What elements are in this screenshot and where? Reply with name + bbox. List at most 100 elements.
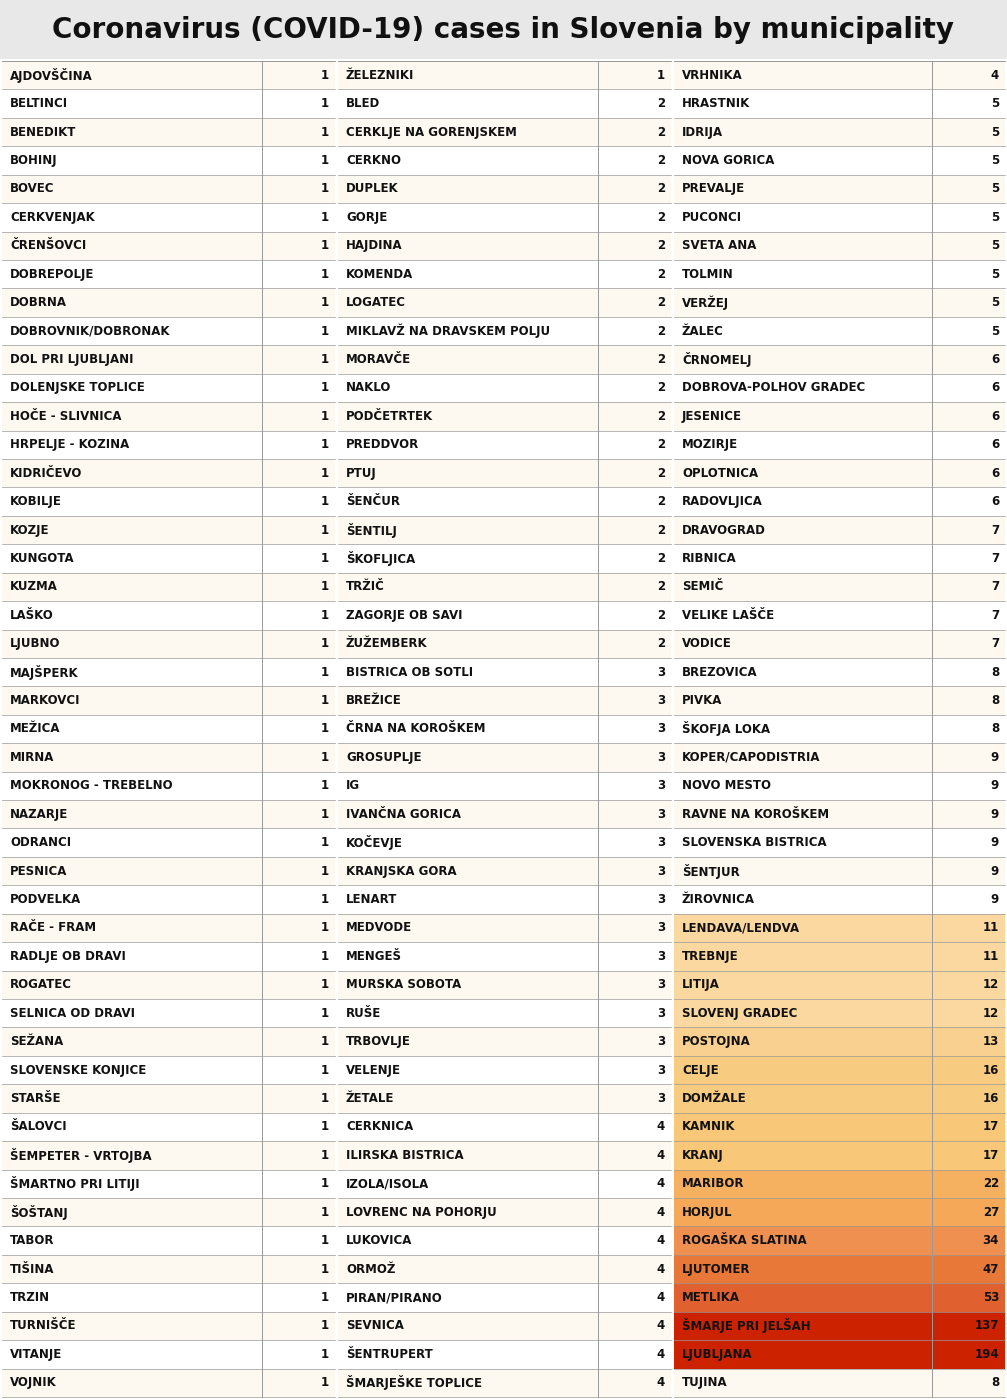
Text: 1: 1: [321, 126, 329, 139]
Text: 1: 1: [321, 779, 329, 792]
Bar: [674, 1283, 1005, 1312]
Text: 1: 1: [321, 581, 329, 593]
Bar: [338, 658, 671, 687]
Text: CERKLJE NA GORENJSKEM: CERKLJE NA GORENJSKEM: [346, 126, 517, 139]
Text: 13: 13: [983, 1035, 999, 1048]
Text: 3: 3: [657, 722, 665, 736]
Bar: [2, 90, 335, 118]
Text: ŠENTJUR: ŠENTJUR: [682, 863, 740, 879]
Text: NOVO MESTO: NOVO MESTO: [682, 779, 771, 792]
Text: TRBOVLJE: TRBOVLJE: [346, 1035, 411, 1048]
Bar: [338, 687, 671, 715]
Text: 6: 6: [991, 495, 999, 508]
Text: 2: 2: [657, 211, 665, 224]
Text: TABOR: TABOR: [10, 1234, 54, 1247]
Text: KOPER/CAPODISTRIA: KOPER/CAPODISTRIA: [682, 751, 821, 764]
Bar: [674, 602, 1005, 630]
Text: MEŽICA: MEŽICA: [10, 722, 60, 736]
Bar: [338, 544, 671, 572]
Text: 8: 8: [991, 666, 999, 679]
Text: 3: 3: [657, 1007, 665, 1020]
Text: PODČETRTEK: PODČETRTEK: [346, 410, 433, 422]
Bar: [2, 316, 335, 346]
Bar: [2, 828, 335, 858]
Text: 3: 3: [657, 893, 665, 907]
Text: ŠKOFJA LOKA: ŠKOFJA LOKA: [682, 722, 770, 736]
Text: RADLJE OB DRAVI: RADLJE OB DRAVI: [10, 950, 126, 963]
Text: VOJNIK: VOJNIK: [10, 1377, 56, 1389]
Text: NAZARJE: NAZARJE: [10, 807, 68, 821]
Text: 1: 1: [321, 1063, 329, 1077]
Bar: [338, 1312, 671, 1340]
Text: RAVNE NA KOROŠKEM: RAVNE NA KOROŠKEM: [682, 807, 829, 821]
Bar: [674, 374, 1005, 402]
Bar: [674, 658, 1005, 687]
Text: 1: 1: [321, 637, 329, 651]
Text: 1: 1: [321, 1347, 329, 1361]
Text: 6: 6: [991, 438, 999, 452]
Text: ŽUŽEMBERK: ŽUŽEMBERK: [346, 637, 428, 651]
Text: KOMENDA: KOMENDA: [346, 267, 413, 281]
Bar: [674, 1170, 1005, 1198]
Text: 11: 11: [983, 922, 999, 935]
Text: 194: 194: [975, 1347, 999, 1361]
Bar: [674, 232, 1005, 260]
Text: DOMŽALE: DOMŽALE: [682, 1093, 746, 1105]
Text: 2: 2: [657, 410, 665, 422]
Text: NAKLO: NAKLO: [346, 382, 392, 395]
Text: 22: 22: [983, 1178, 999, 1191]
Bar: [338, 1027, 671, 1056]
Text: 1: 1: [321, 325, 329, 337]
Bar: [2, 886, 335, 914]
Text: 2: 2: [657, 297, 665, 309]
Text: 17: 17: [983, 1149, 999, 1163]
Text: IG: IG: [346, 779, 361, 792]
Bar: [2, 1027, 335, 1056]
Bar: [338, 1198, 671, 1227]
Text: OPLOTNICA: OPLOTNICA: [682, 467, 758, 480]
Text: KUZMA: KUZMA: [10, 581, 57, 593]
Bar: [338, 516, 671, 544]
Text: POSTOJNA: POSTOJNA: [682, 1035, 751, 1048]
Text: PREDDVOR: PREDDVOR: [346, 438, 419, 452]
Text: 1: 1: [321, 182, 329, 196]
Text: PESNICA: PESNICA: [10, 865, 67, 877]
Bar: [338, 203, 671, 232]
Bar: [674, 886, 1005, 914]
Text: SLOVENSKE KONJICE: SLOVENSKE KONJICE: [10, 1063, 146, 1077]
Text: 7: 7: [991, 637, 999, 651]
Text: BOVEC: BOVEC: [10, 182, 54, 196]
Bar: [674, 544, 1005, 572]
Bar: [674, 858, 1005, 886]
Bar: [338, 1084, 671, 1112]
Bar: [674, 487, 1005, 516]
Bar: [674, 516, 1005, 544]
Text: 7: 7: [991, 553, 999, 565]
Text: 2: 2: [657, 581, 665, 593]
Text: METLIKA: METLIKA: [682, 1291, 740, 1304]
Bar: [338, 1056, 671, 1084]
Bar: [2, 715, 335, 743]
Text: 9: 9: [991, 807, 999, 821]
Text: KOBILJE: KOBILJE: [10, 495, 61, 508]
Bar: [2, 1312, 335, 1340]
Text: TIŠINA: TIŠINA: [10, 1262, 54, 1276]
Text: 1: 1: [321, 69, 329, 81]
Text: ŠMARTNO PRI LITIJI: ŠMARTNO PRI LITIJI: [10, 1177, 140, 1192]
Text: 2: 2: [657, 97, 665, 111]
Text: 5: 5: [991, 154, 999, 166]
Text: 1: 1: [321, 553, 329, 565]
Bar: [674, 971, 1005, 999]
Bar: [2, 630, 335, 658]
Text: 9: 9: [991, 779, 999, 792]
Text: MOZIRJE: MOZIRJE: [682, 438, 738, 452]
Text: LENDAVA/LENDVA: LENDAVA/LENDVA: [682, 922, 801, 935]
Text: 1: 1: [321, 865, 329, 877]
Text: 1: 1: [321, 1206, 329, 1219]
Text: 1: 1: [321, 751, 329, 764]
Text: 1: 1: [321, 1121, 329, 1133]
Text: SEVNICA: SEVNICA: [346, 1319, 404, 1332]
Bar: [674, 316, 1005, 346]
Text: 2: 2: [657, 154, 665, 166]
Text: SLOVENSKA BISTRICA: SLOVENSKA BISTRICA: [682, 837, 827, 849]
